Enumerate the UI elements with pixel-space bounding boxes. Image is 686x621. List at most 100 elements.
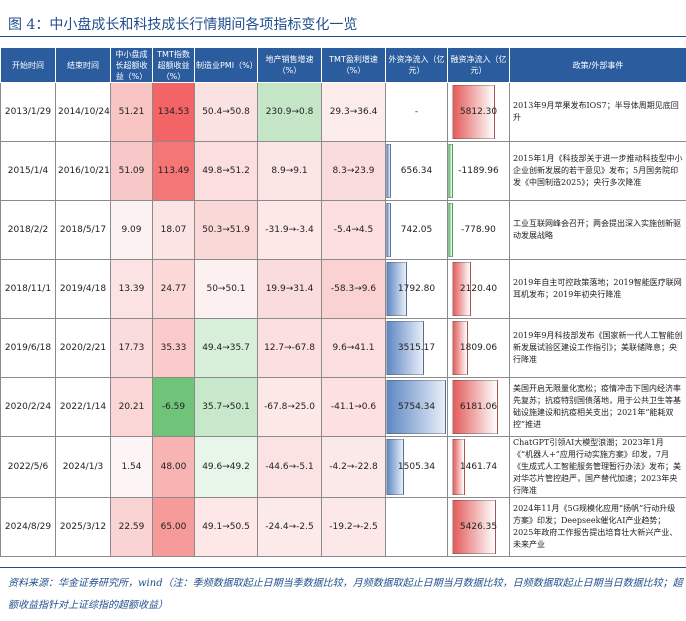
table-row: 2022/5/6 2024/1/3 1.54 48.00 49.6→49.2 -44.6→… bbox=[0, 436, 686, 498]
foreign-value: 5754.34 bbox=[397, 402, 436, 412]
cell-margin: -778.90 bbox=[447, 200, 510, 260]
margin-value: 6181.06 bbox=[459, 402, 498, 412]
cell-end: 2022/1/14 bbox=[55, 377, 111, 437]
cell-foreign: 1505.34 bbox=[385, 436, 448, 498]
cell-foreign: 3515.17 bbox=[385, 318, 448, 378]
cell-foreign: 1792.80 bbox=[385, 259, 448, 319]
header-tmt-profit: TMT盈利增速（%） bbox=[321, 47, 386, 83]
cell-foreign: - bbox=[385, 82, 448, 142]
source-note: 资料来源：华金证券研究所，wind（注：季频数据取起止日期当季数据比较，月频数据… bbox=[8, 578, 683, 611]
cell-start: 2018/11/1 bbox=[0, 259, 56, 319]
margin-value: -778.90 bbox=[461, 225, 496, 235]
margin-bar bbox=[452, 439, 466, 495]
cell-tmt-profit: 29.3→36.4 bbox=[321, 82, 386, 142]
cell-foreign bbox=[385, 497, 448, 557]
header-event: 政策/外部事件 bbox=[509, 47, 686, 83]
cell-pmi: 50.4→50.8 bbox=[194, 82, 258, 142]
cell-end: 2024/1/3 bbox=[55, 436, 111, 498]
cell-tmt-profit: 8.3→23.9 bbox=[321, 141, 386, 201]
margin-value: 1461.74 bbox=[459, 462, 498, 472]
header-tmt: TMT指数超额收益（%） bbox=[152, 47, 195, 83]
cell-small-cap: 51.21 bbox=[110, 82, 153, 142]
cell-tmt: 48.00 bbox=[152, 436, 195, 498]
cell-small-cap: 22.59 bbox=[110, 497, 153, 557]
cell-start: 2024/8/29 bbox=[0, 497, 56, 557]
cell-realestate: -44.6→-5.1 bbox=[257, 436, 322, 498]
header-margin: 融资净流入（亿元） bbox=[447, 47, 510, 83]
cell-start: 2013/1/29 bbox=[0, 82, 56, 142]
margin-value: 5426.35 bbox=[459, 522, 498, 532]
cell-end: 2018/5/17 bbox=[55, 200, 111, 260]
foreign-value: - bbox=[414, 107, 419, 117]
cell-tmt-profit: -58.3→9.6 bbox=[321, 259, 386, 319]
cell-event: 工业互联网峰会召开；两会提出深入实施创新驱动发展战略 bbox=[509, 200, 686, 260]
header-pmi: 制造业PMI（%） bbox=[194, 47, 258, 83]
cell-tmt: 65.00 bbox=[152, 497, 195, 557]
cell-tmt-profit: -5.4→4.5 bbox=[321, 200, 386, 260]
table-row: 2020/2/24 2022/1/14 20.21 -6.59 35.7→50.1 -67… bbox=[0, 377, 686, 437]
cell-tmt-profit: 9.6→41.1 bbox=[321, 318, 386, 378]
cell-event: 2013年9月苹果发布IOS7；半导体周期见底回升 bbox=[509, 82, 686, 142]
cell-small-cap: 1.54 bbox=[110, 436, 153, 498]
cell-tmt: 24.77 bbox=[152, 259, 195, 319]
margin-value: -1189.96 bbox=[458, 166, 499, 176]
cell-margin: 1461.74 bbox=[447, 436, 510, 498]
table-row: 2018/2/2 2018/5/17 9.09 18.07 50.3→51.9 -31.9… bbox=[0, 200, 686, 260]
cell-event: 2019年自主可控政策落地；2019智能医疗联网耳机发布；2019年初央行降准 bbox=[509, 259, 686, 319]
cell-realestate: -24.4→-2.5 bbox=[257, 497, 322, 557]
header-foreign: 外资净流入（亿元） bbox=[385, 47, 448, 83]
cell-tmt: 134.53 bbox=[152, 82, 195, 142]
cell-pmi: 49.8→51.2 bbox=[194, 141, 258, 201]
cell-event: 2015年1月《科技部关于进一步推动科技型中小企业创新发展的若干意见》发布；5月… bbox=[509, 141, 686, 201]
margin-value: 5812.30 bbox=[459, 107, 498, 117]
cell-pmi: 50.3→51.9 bbox=[194, 200, 258, 260]
margin-bar bbox=[452, 500, 496, 554]
title-rule bbox=[0, 36, 686, 37]
cell-end: 2019/4/18 bbox=[55, 259, 111, 319]
foreign-bar bbox=[386, 321, 424, 375]
margin-bar bbox=[452, 85, 496, 139]
table-row: 2015/1/4 2016/10/21 51.09 113.49 49.8→51.2 8.… bbox=[0, 141, 686, 201]
cell-realestate: 19.9→31.4 bbox=[257, 259, 322, 319]
cell-small-cap: 20.21 bbox=[110, 377, 153, 437]
header-row: 开始时间 结束时间 中小盘成长超额收益（%） TMT指数超额收益（%） 制造业P… bbox=[0, 47, 686, 83]
source-rule bbox=[0, 567, 686, 568]
cell-margin: 2120.40 bbox=[447, 259, 510, 319]
cell-realestate: -31.9→-3.4 bbox=[257, 200, 322, 260]
cell-small-cap: 17.73 bbox=[110, 318, 153, 378]
foreign-value: 1792.80 bbox=[397, 284, 436, 294]
foreign-bar bbox=[386, 203, 392, 257]
foreign-bar bbox=[386, 380, 446, 434]
cell-realestate: -67.8→25.0 bbox=[257, 377, 322, 437]
foreign-bar bbox=[386, 144, 391, 198]
cell-foreign: 5754.34 bbox=[385, 377, 448, 437]
cell-end: 2025/3/12 bbox=[55, 497, 111, 557]
cell-tmt: 113.49 bbox=[152, 141, 195, 201]
cell-tmt: 35.33 bbox=[152, 318, 195, 378]
cell-small-cap: 51.09 bbox=[110, 141, 153, 201]
table-row: 2019/6/18 2020/2/21 17.73 35.33 49.4→35.7 12.… bbox=[0, 318, 686, 378]
foreign-value: 1505.34 bbox=[397, 462, 436, 472]
header-start: 开始时间 bbox=[0, 47, 56, 83]
cell-pmi: 49.6→49.2 bbox=[194, 436, 258, 498]
cell-small-cap: 9.09 bbox=[110, 200, 153, 260]
cell-start: 2020/2/24 bbox=[0, 377, 56, 437]
foreign-value: 742.05 bbox=[400, 225, 433, 235]
margin-bar bbox=[448, 144, 454, 198]
table-body: 2013/1/29 2014/10/24 51.21 134.53 50.4→50.8 2… bbox=[0, 82, 686, 557]
cell-start: 2018/2/2 bbox=[0, 200, 56, 260]
header-small-cap: 中小盘成长超额收益（%） bbox=[110, 47, 153, 83]
cell-pmi: 49.4→35.7 bbox=[194, 318, 258, 378]
header-end: 结束时间 bbox=[55, 47, 111, 83]
cell-tmt: 18.07 bbox=[152, 200, 195, 260]
cell-tmt: -6.59 bbox=[152, 377, 195, 437]
table-row: 2018/11/1 2019/4/18 13.39 24.77 50→50.1 19.9→… bbox=[0, 259, 686, 319]
cell-tmt-profit: -4.2→-22.8 bbox=[321, 436, 386, 498]
margin-value: 1809.06 bbox=[459, 343, 498, 353]
table-row: 2013/1/29 2014/10/24 51.21 134.53 50.4→50.8 2… bbox=[0, 82, 686, 142]
foreign-bar bbox=[386, 262, 407, 316]
cell-margin: 1809.06 bbox=[447, 318, 510, 378]
cell-event: ChatGPT引领AI大模型浪潮；2023年1月《“机器人+”应用行动实施方案》… bbox=[509, 436, 686, 498]
cell-margin: 5426.35 bbox=[447, 497, 510, 557]
cell-realestate: 230.9→0.8 bbox=[257, 82, 322, 142]
